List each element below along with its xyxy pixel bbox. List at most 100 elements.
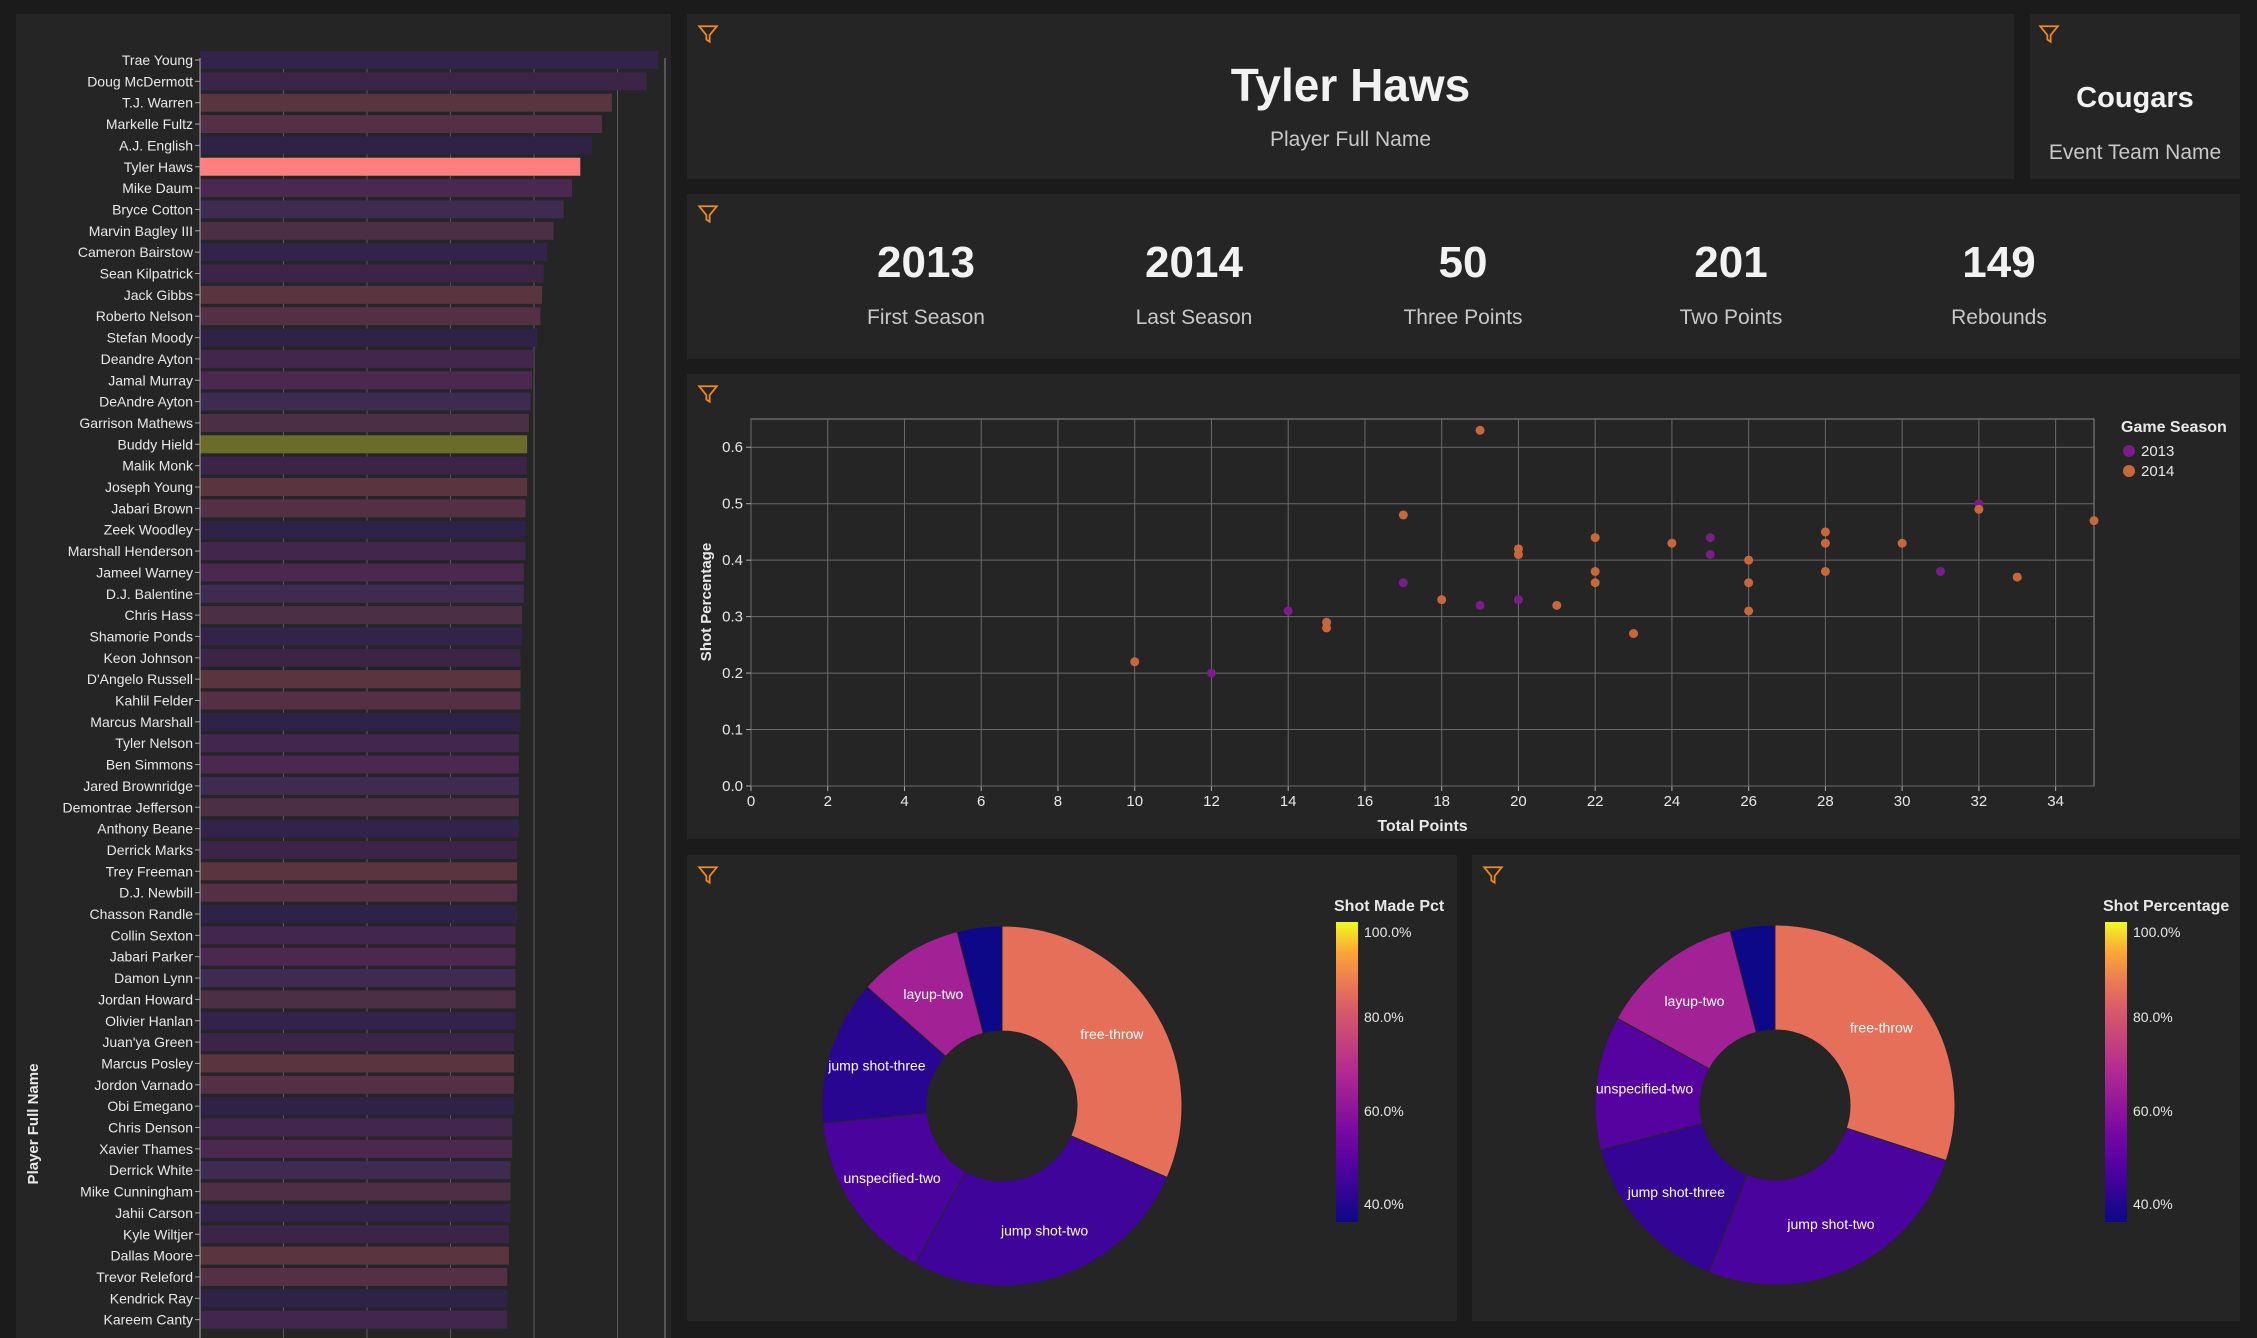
y-tick-label: Sean Kilpatrick bbox=[100, 266, 194, 282]
filter-funnel-icon[interactable] bbox=[697, 383, 719, 405]
y-tick-label: 0.4 bbox=[722, 552, 743, 569]
legend-tick-label: 40.0% bbox=[1364, 1196, 1404, 1212]
player-bar bbox=[200, 819, 519, 838]
y-tick-label: Juan'ya Green bbox=[102, 1034, 193, 1050]
player-bar bbox=[200, 349, 534, 368]
player-bar bbox=[200, 413, 529, 432]
y-tick-label: Ben Simmons bbox=[106, 757, 193, 773]
scatter-point bbox=[1206, 668, 1216, 678]
filter-funnel-icon[interactable] bbox=[1482, 864, 1504, 886]
player-bar bbox=[200, 520, 526, 539]
slice-label: jump shot-three bbox=[827, 1057, 925, 1073]
filter-funnel-icon[interactable] bbox=[697, 23, 719, 45]
y-tick-label: Jared Brownridge bbox=[83, 778, 193, 794]
player-bar bbox=[200, 1011, 516, 1030]
player-bar bbox=[200, 606, 523, 625]
scatter-point bbox=[1283, 606, 1293, 616]
scatter-point bbox=[1667, 538, 1677, 548]
player-bar bbox=[200, 776, 519, 795]
legend-label: 2013 bbox=[2141, 443, 2174, 460]
player-bar bbox=[200, 563, 524, 582]
kpi-value: 2013 bbox=[877, 238, 975, 287]
player-bar bbox=[200, 221, 554, 240]
y-tick-label: Marcus Posley bbox=[101, 1055, 193, 1071]
player-bar bbox=[200, 1182, 511, 1201]
player-bar bbox=[200, 798, 519, 817]
y-tick-label: Marshall Henderson bbox=[68, 543, 193, 559]
slice-label: jump shot-three bbox=[1627, 1184, 1725, 1200]
player-bar bbox=[200, 947, 516, 966]
y-tick-label: Kendrick Ray bbox=[110, 1290, 193, 1306]
y-tick-label: Olivier Hanlan bbox=[105, 1013, 193, 1029]
y-tick-label: Mike Cunningham bbox=[80, 1184, 193, 1200]
legend-title: Game Season bbox=[2121, 419, 2227, 436]
x-tick-label: 34 bbox=[2047, 793, 2064, 810]
y-tick-label: Kyle Wiltjer bbox=[123, 1226, 193, 1242]
y-tick-label: Keon Johnson bbox=[103, 650, 193, 666]
x-tick-label: 18 bbox=[1433, 793, 1450, 810]
donut-slice bbox=[1708, 1127, 1947, 1286]
player-bar bbox=[200, 840, 518, 859]
kpi-value: 201 bbox=[1694, 238, 1768, 287]
player-bar bbox=[200, 93, 612, 112]
kpi-label: Three Points bbox=[1403, 306, 1523, 329]
donut-chart-made-pct[interactable]: free-throw jump shot-two unspecified-two ju… bbox=[687, 855, 1457, 1321]
y-tick-label: Trey Freeman bbox=[106, 863, 193, 879]
y-tick-label: 0.5 bbox=[722, 496, 743, 513]
player-bar bbox=[200, 200, 564, 219]
y-tick-label: Shamorie Ponds bbox=[89, 628, 193, 644]
y-tick-label: Damon Lynn bbox=[114, 970, 193, 986]
team-name-value: Cougars bbox=[2076, 82, 2194, 114]
filter-funnel-icon[interactable] bbox=[697, 203, 719, 225]
legend-swatch bbox=[2123, 445, 2135, 457]
scatter-point bbox=[1744, 555, 1754, 565]
y-tick-label: Kahlil Felder bbox=[115, 693, 193, 709]
filter-funnel-icon[interactable] bbox=[697, 864, 719, 886]
scatter-point bbox=[1322, 623, 1332, 633]
y-tick-label: Marcus Marshall bbox=[90, 714, 193, 730]
scatter-point bbox=[1590, 566, 1600, 576]
x-tick-label: 4 bbox=[900, 793, 908, 810]
y-tick-label: Mike Daum bbox=[122, 180, 193, 196]
y-tick-label: Chris Denson bbox=[108, 1120, 193, 1136]
scatter-point bbox=[1744, 578, 1754, 588]
y-tick-label: Doug McDermott bbox=[87, 73, 193, 89]
y-tick-label: 0.1 bbox=[722, 722, 743, 739]
player-bar bbox=[200, 1033, 514, 1052]
y-tick-label: D.J. Newbill bbox=[119, 885, 193, 901]
player-bar-chart[interactable]: Trae Young Doug McDermott T.J. Warren Marke… bbox=[16, 14, 671, 1338]
y-tick-label: Jabari Parker bbox=[110, 949, 194, 965]
filter-funnel-icon[interactable] bbox=[2038, 23, 2060, 45]
plot-area bbox=[750, 418, 2095, 787]
player-bar bbox=[200, 542, 526, 561]
legend-tick-label: 40.0% bbox=[2133, 1196, 2173, 1212]
player-name-value: Tyler Haws bbox=[1230, 59, 1471, 111]
player-bar bbox=[200, 136, 592, 155]
player-bar bbox=[200, 499, 526, 518]
player-bar bbox=[200, 1203, 511, 1222]
y-tick-label: Anthony Beane bbox=[97, 821, 193, 837]
slice-label: jump shot-two bbox=[1000, 1222, 1088, 1238]
scatter-point bbox=[2012, 572, 2022, 582]
y-tick-label: Obi Emegano bbox=[107, 1098, 193, 1114]
donut-chart-shot-pct[interactable]: free-throw jump shot-two jump shot-three un… bbox=[1472, 855, 2240, 1321]
x-axis-title: Total Points bbox=[1377, 818, 1467, 835]
x-tick-label: 30 bbox=[1894, 793, 1911, 810]
slice-label: unspecified-two bbox=[1596, 1081, 1693, 1097]
player-bar bbox=[200, 307, 541, 326]
y-tick-label: Buddy Hield bbox=[118, 436, 194, 452]
y-tick-label: Trevor Releford bbox=[96, 1269, 193, 1285]
player-bar bbox=[200, 883, 518, 902]
scatter-chart[interactable]: 0 2 4 6 8 10 12 14 16 18 20 22 24 26 28 30 32 340.00.10.2… bbox=[687, 374, 2240, 839]
y-tick-label: Deandre Ayton bbox=[101, 351, 193, 367]
slice-label: free-throw bbox=[1080, 1026, 1144, 1042]
player-bar bbox=[200, 264, 544, 283]
scatter-point bbox=[1475, 600, 1485, 610]
y-tick-label: Demontrae Jefferson bbox=[63, 799, 193, 815]
donut-slice bbox=[1616, 930, 1757, 1070]
donut-slice bbox=[822, 1112, 967, 1265]
color-legend-bar bbox=[2105, 922, 2127, 1222]
team-name-caption: Event Team Name bbox=[2048, 141, 2222, 164]
y-tick-label: 0.0 bbox=[722, 778, 743, 795]
player-bar bbox=[200, 1225, 509, 1244]
